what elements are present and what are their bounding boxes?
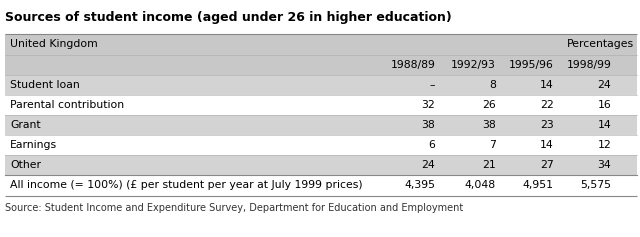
Bar (5, 34, 637, 55)
Text: 38: 38 (483, 120, 496, 130)
Text: 14: 14 (540, 140, 554, 150)
Bar (5, 115, 637, 135)
Text: Other: Other (10, 160, 41, 170)
Bar (5, 155, 637, 175)
Text: Student loan: Student loan (10, 80, 80, 90)
Text: 22: 22 (540, 100, 554, 110)
Text: 38: 38 (422, 120, 435, 130)
Text: 26: 26 (483, 100, 496, 110)
Text: 24: 24 (598, 80, 611, 90)
Text: 7: 7 (489, 140, 496, 150)
Text: Percentages: Percentages (566, 39, 634, 50)
Text: 14: 14 (540, 80, 554, 90)
Text: Parental contribution: Parental contribution (10, 100, 124, 110)
Bar (5, 75, 637, 95)
Text: 8: 8 (489, 80, 496, 90)
Text: Earnings: Earnings (10, 140, 58, 150)
Text: Sources of student income (aged under 26 in higher education): Sources of student income (aged under 26… (5, 11, 452, 24)
Text: 34: 34 (598, 160, 611, 170)
Text: 21: 21 (483, 160, 496, 170)
Text: 32: 32 (422, 100, 435, 110)
Text: Source: Student Income and Expenditure Survey, Department for Education and Empl: Source: Student Income and Expenditure S… (5, 203, 463, 213)
Text: 1998/99: 1998/99 (566, 59, 611, 70)
Text: 27: 27 (540, 160, 554, 170)
Text: 24: 24 (422, 160, 435, 170)
Text: 5,575: 5,575 (580, 180, 611, 191)
Text: Grant: Grant (10, 120, 41, 130)
Text: 4,048: 4,048 (465, 180, 496, 191)
Text: 14: 14 (598, 120, 611, 130)
Text: 4,395: 4,395 (404, 180, 435, 191)
Text: 6: 6 (428, 140, 435, 150)
Bar (5, 55, 637, 75)
Text: 1988/89: 1988/89 (390, 59, 435, 70)
Text: All income (= 100%) (£ per student per year at July 1999 prices): All income (= 100%) (£ per student per y… (10, 180, 363, 191)
Text: 16: 16 (598, 100, 611, 110)
Text: –: – (429, 80, 435, 90)
Text: 12: 12 (598, 140, 611, 150)
Text: 4,951: 4,951 (523, 180, 554, 191)
Text: United Kingdom: United Kingdom (10, 39, 98, 50)
Text: 1995/96: 1995/96 (509, 59, 554, 70)
Text: 23: 23 (540, 120, 554, 130)
Text: 1992/93: 1992/93 (451, 59, 496, 70)
